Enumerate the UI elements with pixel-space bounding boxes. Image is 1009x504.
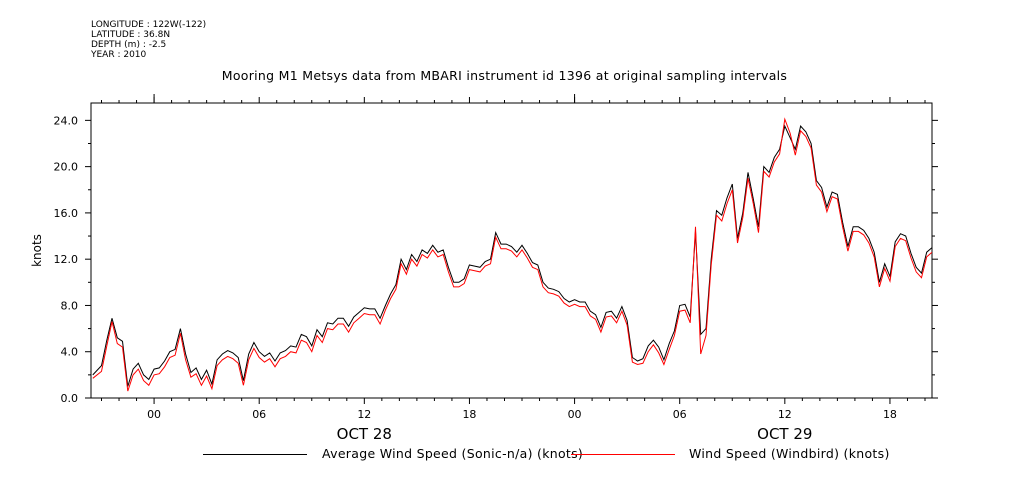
y-tick-label: 12.0	[54, 253, 79, 266]
plot-frame	[90, 102, 933, 399]
x-tick-label: 06	[252, 408, 266, 421]
x-tick-label: 06	[673, 408, 687, 421]
series-line-windbird-wind-speed	[92, 117, 932, 392]
x-date-label: OCT 29	[757, 425, 812, 443]
x-tick-label: 00	[568, 408, 582, 421]
legend-line-windbird	[571, 454, 675, 455]
year-text: YEAR : 2010	[91, 50, 147, 60]
legend-label-windbird: Wind Speed (Windbird) (knots)	[689, 446, 890, 461]
y-tick-label: 16.0	[54, 207, 79, 220]
series-line-average-wind-speed	[92, 124, 932, 387]
depth-text: DEPTH (m) : -2.5	[91, 40, 167, 50]
x-tick-label: 00	[147, 408, 161, 421]
y-tick-label: 0.0	[61, 392, 79, 405]
station-metadata: LONGITUDE : 122W(-122) LATITUDE : 36.8N …	[91, 20, 206, 60]
latitude-text: LATITUDE : 36.8N	[91, 30, 171, 40]
chart-title: Mooring M1 Metsys data from MBARI instru…	[221, 68, 788, 83]
x-tick-label: 18	[462, 408, 476, 421]
y-axis-label: knots	[30, 234, 44, 267]
x-date-label: OCT 28	[337, 425, 392, 443]
legend-line-average	[203, 454, 307, 455]
x-tick-label: 18	[883, 408, 897, 421]
y-tick-label: 8.0	[61, 299, 79, 312]
longitude-text: LONGITUDE : 122W(-122)	[91, 20, 207, 30]
y-tick-label: 4.0	[61, 346, 79, 359]
x-tick-label: 12	[357, 408, 371, 421]
y-tick-label: 24.0	[54, 114, 79, 127]
y-tick-label: 20.0	[54, 161, 79, 174]
legend-label-average: Average Wind Speed (Sonic-n/a) (knots)	[322, 446, 584, 461]
x-tick-label: 12	[778, 408, 792, 421]
